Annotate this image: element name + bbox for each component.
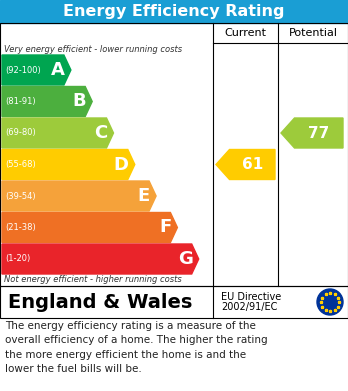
Text: (21-38): (21-38) xyxy=(5,223,36,232)
Text: EU Directive: EU Directive xyxy=(221,292,281,302)
Text: 61: 61 xyxy=(242,157,263,172)
Text: F: F xyxy=(159,219,172,237)
Text: E: E xyxy=(138,187,150,205)
Bar xyxy=(0,286,348,318)
Polygon shape xyxy=(2,212,177,242)
Bar xyxy=(0,0,348,23)
Polygon shape xyxy=(2,55,71,85)
Text: A: A xyxy=(51,61,65,79)
Text: (1-20): (1-20) xyxy=(5,255,30,264)
Text: C: C xyxy=(94,124,108,142)
Polygon shape xyxy=(281,118,343,148)
Text: 77: 77 xyxy=(308,126,329,140)
Polygon shape xyxy=(2,149,135,179)
Text: The energy efficiency rating is a measure of the
overall efficiency of a home. T: The energy efficiency rating is a measur… xyxy=(5,321,268,374)
Text: D: D xyxy=(114,156,129,174)
Polygon shape xyxy=(2,118,113,148)
Text: Not energy efficient - higher running costs: Not energy efficient - higher running co… xyxy=(4,275,182,284)
Text: Current: Current xyxy=(224,28,267,38)
Text: Potential: Potential xyxy=(288,28,338,38)
Text: (92-100): (92-100) xyxy=(5,66,41,75)
Polygon shape xyxy=(2,244,199,274)
Text: (81-91): (81-91) xyxy=(5,97,35,106)
Text: B: B xyxy=(73,93,86,111)
Text: England & Wales: England & Wales xyxy=(8,292,192,312)
Bar xyxy=(0,23,348,286)
Text: Energy Efficiency Rating: Energy Efficiency Rating xyxy=(63,4,285,19)
Text: Very energy efficient - lower running costs: Very energy efficient - lower running co… xyxy=(4,45,182,54)
Text: (69-80): (69-80) xyxy=(5,129,36,138)
Polygon shape xyxy=(216,149,275,179)
Polygon shape xyxy=(2,86,92,117)
Polygon shape xyxy=(2,181,156,211)
Circle shape xyxy=(317,289,343,315)
Text: 2002/91/EC: 2002/91/EC xyxy=(221,302,277,312)
Text: G: G xyxy=(178,250,193,268)
Text: (39-54): (39-54) xyxy=(5,192,35,201)
Text: (55-68): (55-68) xyxy=(5,160,36,169)
